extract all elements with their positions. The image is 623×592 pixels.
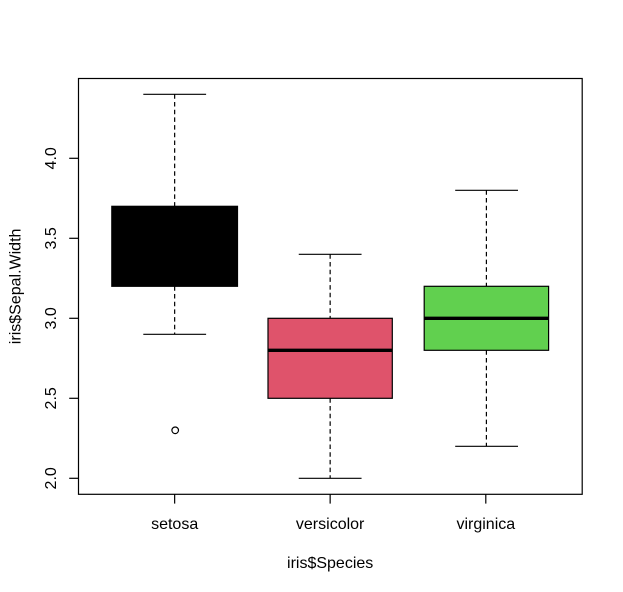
svg-text:3.5: 3.5 bbox=[43, 227, 60, 249]
svg-text:setosa: setosa bbox=[151, 516, 198, 533]
svg-text:iris$Species: iris$Species bbox=[287, 555, 373, 572]
svg-text:virginica: virginica bbox=[456, 516, 515, 533]
svg-text:versicolor: versicolor bbox=[296, 516, 365, 533]
svg-text:4.0: 4.0 bbox=[43, 147, 60, 169]
svg-text:iris$Sepal.Width: iris$Sepal.Width bbox=[7, 229, 24, 345]
svg-text:2.0: 2.0 bbox=[43, 467, 60, 489]
svg-text:3.0: 3.0 bbox=[43, 307, 60, 329]
svg-text:2.5: 2.5 bbox=[43, 387, 60, 409]
